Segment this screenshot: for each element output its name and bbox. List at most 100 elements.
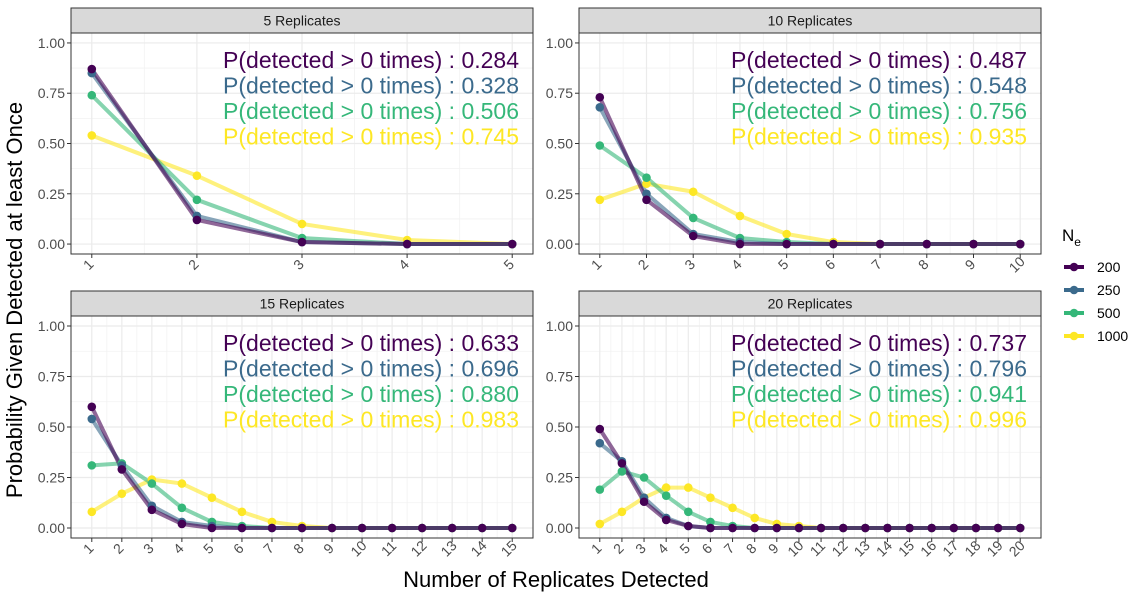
x-tick-label: 2 — [635, 256, 652, 273]
data-point-200 — [639, 497, 649, 507]
annotation-200: P(detected > 0 times) : 0.737 — [731, 330, 1027, 356]
x-tick-label: 16 — [917, 537, 939, 559]
data-point-200 — [688, 231, 698, 241]
data-point-200 — [177, 519, 187, 529]
x-tick-label: 1 — [80, 540, 97, 557]
x-tick-label: 3 — [681, 256, 698, 273]
data-point-200 — [993, 523, 1003, 533]
data-point-200 — [595, 424, 605, 434]
y-tick-label: 1.00 — [546, 318, 573, 334]
x-tick-label: 2 — [185, 256, 202, 273]
data-point-1000 — [207, 493, 217, 503]
data-point-200 — [782, 239, 791, 249]
data-point-500 — [87, 461, 97, 470]
annotation-1000: P(detected > 0 times) : 0.935 — [731, 124, 1027, 150]
annotation-250: P(detected > 0 times) : 0.696 — [223, 356, 519, 382]
panel-1: 5 Replicates 0.00 0.25 0.50 0.75 1.00 1 2 3 4 5 P(d… — [38, 7, 534, 273]
x-tick-label: 9 — [962, 256, 979, 273]
legend-key-point — [1069, 308, 1079, 318]
annotation-1000: P(detected > 0 times) : 0.983 — [223, 407, 519, 433]
data-point-500 — [617, 467, 627, 476]
panel-border — [578, 315, 1042, 539]
data-point-200 — [417, 523, 427, 533]
y-tick-label: 0.25 — [38, 186, 65, 202]
x-tick-label: 14 — [467, 537, 489, 559]
data-point-200 — [117, 465, 127, 474]
data-point-200 — [447, 523, 457, 533]
data-point-250 — [87, 414, 97, 424]
panel-title: 10 Replicates — [768, 13, 853, 29]
legend-key-point — [1069, 262, 1079, 272]
data-point-1000 — [642, 179, 651, 189]
data-point-1000 — [87, 507, 97, 517]
data-point-500 — [87, 90, 97, 100]
data-point-250 — [595, 438, 605, 448]
data-point-500 — [595, 485, 605, 494]
data-point-1000 — [688, 187, 698, 197]
y-tick-label: 0.00 — [546, 236, 573, 252]
y-axis-title: Probability Given Detected at least Once — [2, 102, 27, 498]
data-point-200 — [595, 92, 605, 102]
y-tick-label: 1.00 — [38, 318, 65, 334]
data-point-200 — [875, 239, 885, 249]
y-tick-label: 0.25 — [38, 470, 65, 486]
y-tick-label: 0.50 — [38, 419, 65, 435]
data-point-200 — [297, 237, 307, 247]
x-tick-label: 3 — [290, 256, 307, 273]
data-point-200 — [192, 215, 202, 225]
y-tick-label: 0.75 — [38, 85, 65, 101]
data-point-1000 — [683, 483, 693, 492]
x-tick-label: 4 — [395, 256, 412, 273]
x-tick-label: 10 — [784, 537, 806, 559]
x-tick-label: 4 — [654, 540, 671, 557]
panel-strip — [578, 7, 1042, 34]
y-tick-label: 0.00 — [38, 520, 65, 536]
data-point-250 — [595, 103, 605, 112]
x-tick-label: 1 — [80, 256, 97, 273]
data-point-500 — [642, 173, 651, 182]
x-tick-label: 14 — [873, 537, 895, 559]
legend-label: 500 — [1097, 305, 1121, 321]
annotation-1000: P(detected > 0 times) : 0.996 — [731, 407, 1027, 433]
data-point-1000 — [87, 131, 97, 140]
x-tick-label: 10 — [1006, 253, 1028, 275]
data-point-1000 — [117, 489, 127, 498]
legend-title: Ne — [1062, 226, 1081, 249]
panel-title: 5 Replicates — [263, 13, 340, 29]
annotation-200: P(detected > 0 times) : 0.284 — [223, 47, 519, 73]
panel-title: 15 Replicates — [260, 296, 345, 312]
data-point-200 — [207, 523, 217, 533]
data-point-200 — [772, 523, 782, 533]
data-point-200 — [706, 523, 715, 533]
y-tick-label: 0.50 — [38, 136, 65, 152]
x-tick-label: 6 — [698, 540, 715, 557]
x-tick-label: 2 — [610, 540, 627, 557]
data-point-500 — [706, 517, 715, 527]
data-point-200 — [905, 523, 914, 533]
x-tick-label: 17 — [939, 537, 961, 559]
data-point-200 — [661, 515, 671, 525]
panel-border — [70, 315, 534, 539]
x-tick-label: 15 — [895, 537, 917, 559]
legend-key-point — [1069, 331, 1079, 341]
panel-strip — [70, 290, 534, 317]
x-tick-label: 13 — [851, 537, 873, 559]
data-point-500 — [147, 479, 157, 488]
x-tick-label: 8 — [290, 540, 307, 557]
panel-strip — [70, 7, 534, 34]
panel-title: 20 Replicates — [768, 296, 853, 312]
annotation-250: P(detected > 0 times) : 0.548 — [731, 73, 1027, 99]
y-tick-label: 0.50 — [546, 419, 573, 435]
data-point-1000 — [728, 503, 737, 513]
x-tick-label: 9 — [320, 540, 337, 557]
legend-label: 1000 — [1097, 328, 1128, 344]
data-point-1000 — [192, 171, 202, 180]
data-point-1000 — [177, 479, 187, 488]
x-tick-label: 12 — [407, 537, 429, 559]
x-tick-label: 12 — [828, 537, 850, 559]
annotation-500: P(detected > 0 times) : 0.506 — [223, 98, 519, 124]
panel-2: 10 Replicates 0.00 0.25 0.50 0.75 1.00 1 2 3 4 5 6 7… — [546, 7, 1042, 276]
annotation-200: P(detected > 0 times) : 0.487 — [731, 47, 1027, 73]
data-point-200 — [1015, 523, 1025, 533]
